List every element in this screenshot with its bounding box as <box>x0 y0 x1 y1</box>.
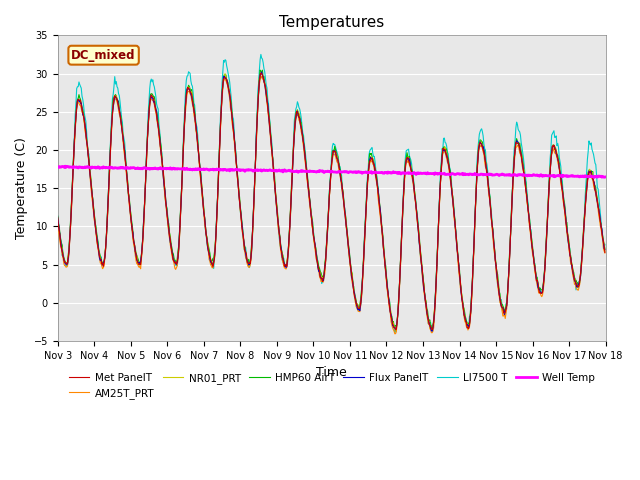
Well Temp <box>399 170 406 176</box>
HMP60 AirT <box>64 259 72 265</box>
LI7500 T <box>120 135 128 141</box>
Well Temp <box>591 175 598 180</box>
HMP60 AirT <box>428 327 435 333</box>
NR01_PRT <box>64 260 72 265</box>
AM25T_PRT <box>601 250 609 256</box>
Met PanelT <box>64 259 72 264</box>
HMP60 AirT <box>54 213 61 219</box>
NR01_PRT <box>54 215 61 220</box>
Flux PanelT <box>64 261 72 266</box>
Flux PanelT <box>205 249 212 254</box>
Well Temp <box>54 164 61 170</box>
Met PanelT <box>175 234 183 240</box>
Flux PanelT <box>428 328 436 334</box>
AM25T_PRT <box>54 218 61 224</box>
Well Temp <box>601 174 609 180</box>
Line: Met PanelT: Met PanelT <box>58 73 605 330</box>
HMP60 AirT <box>601 245 609 251</box>
NR01_PRT <box>175 232 183 238</box>
LI7500 T <box>391 329 399 335</box>
Line: Well Temp: Well Temp <box>58 166 605 178</box>
LI7500 T <box>54 213 61 218</box>
NR01_PRT <box>415 239 423 245</box>
LI7500 T <box>399 192 407 198</box>
Line: LI7500 T: LI7500 T <box>58 54 605 332</box>
Well Temp <box>415 170 422 176</box>
NR01_PRT <box>399 197 407 203</box>
Well Temp <box>121 165 129 171</box>
AM25T_PRT <box>415 237 423 243</box>
Met PanelT <box>205 247 212 253</box>
AM25T_PRT <box>205 249 212 254</box>
Well Temp <box>205 167 213 173</box>
HMP60 AirT <box>256 67 264 73</box>
LI7500 T <box>601 241 609 247</box>
Flux PanelT <box>258 69 266 75</box>
Well Temp <box>61 163 69 169</box>
AM25T_PRT <box>391 331 399 336</box>
Met PanelT <box>399 198 407 204</box>
NR01_PRT <box>601 249 609 254</box>
NR01_PRT <box>392 328 399 334</box>
AM25T_PRT <box>120 147 128 153</box>
AM25T_PRT <box>257 73 265 79</box>
HMP60 AirT <box>120 142 128 147</box>
Flux PanelT <box>601 247 609 252</box>
Flux PanelT <box>175 231 183 237</box>
Line: HMP60 AirT: HMP60 AirT <box>58 70 605 330</box>
Flux PanelT <box>54 215 61 220</box>
Line: Flux PanelT: Flux PanelT <box>58 72 605 331</box>
Met PanelT <box>415 237 423 243</box>
Flux PanelT <box>415 229 422 235</box>
AM25T_PRT <box>399 201 407 206</box>
NR01_PRT <box>120 142 128 148</box>
HMP60 AirT <box>415 224 422 230</box>
Legend: Met PanelT, AM25T_PRT, NR01_PRT, HMP60 AirT, Flux PanelT, LI7500 T, Well Temp: Met PanelT, AM25T_PRT, NR01_PRT, HMP60 A… <box>65 369 599 403</box>
AM25T_PRT <box>64 263 72 269</box>
Met PanelT <box>392 327 399 333</box>
Flux PanelT <box>120 144 128 149</box>
Well Temp <box>65 164 72 169</box>
LI7500 T <box>257 51 265 57</box>
Text: DC_mixed: DC_mixed <box>71 48 136 62</box>
Y-axis label: Temperature (C): Temperature (C) <box>15 137 28 239</box>
Met PanelT <box>257 70 265 76</box>
Line: NR01_PRT: NR01_PRT <box>58 72 605 331</box>
Line: AM25T_PRT: AM25T_PRT <box>58 76 605 334</box>
Met PanelT <box>120 143 128 148</box>
Met PanelT <box>601 250 609 255</box>
HMP60 AirT <box>205 243 212 249</box>
HMP60 AirT <box>175 230 183 236</box>
Well Temp <box>177 166 184 172</box>
LI7500 T <box>415 238 423 244</box>
NR01_PRT <box>205 246 212 252</box>
LI7500 T <box>175 234 183 240</box>
Met PanelT <box>54 215 61 220</box>
NR01_PRT <box>258 69 266 75</box>
LI7500 T <box>64 261 72 267</box>
X-axis label: Time: Time <box>316 366 347 379</box>
HMP60 AirT <box>399 212 406 218</box>
AM25T_PRT <box>175 236 183 241</box>
LI7500 T <box>205 245 212 251</box>
Flux PanelT <box>399 215 406 220</box>
Title: Temperatures: Temperatures <box>279 15 384 30</box>
